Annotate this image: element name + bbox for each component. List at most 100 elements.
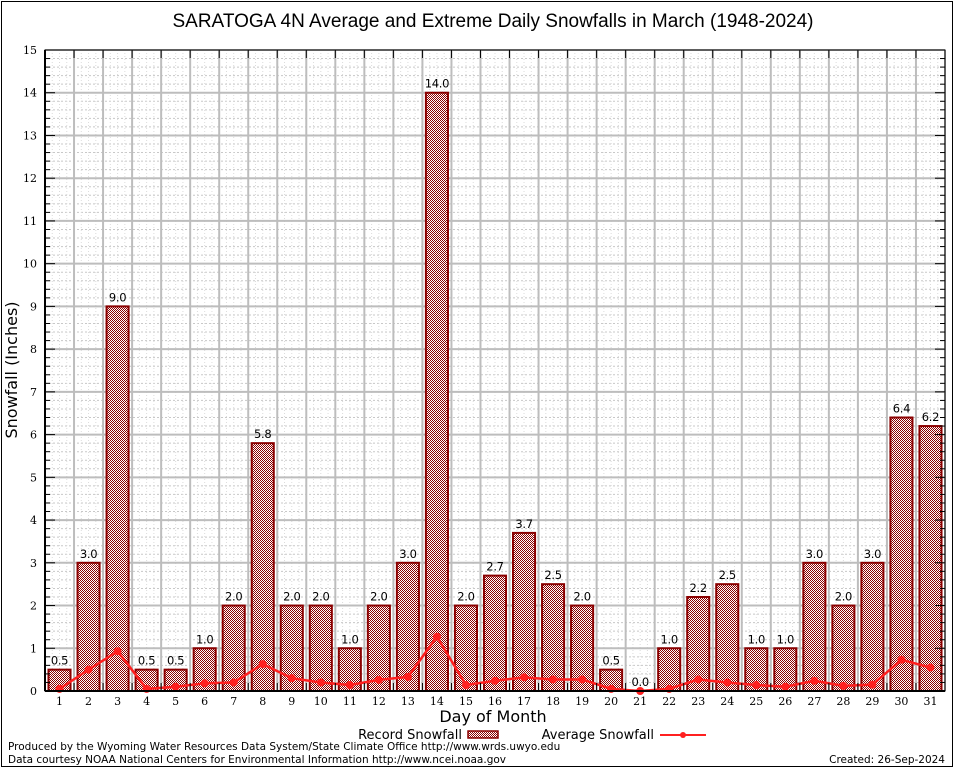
data-label-day-13: 3.0 (399, 547, 416, 561)
bar-day-14 (424, 91, 449, 692)
data-label-day-3: 9.0 (109, 290, 126, 304)
bar-day-10 (308, 604, 333, 692)
x-tick-label: 7 (230, 695, 237, 708)
data-label-day-30: 6.4 (893, 402, 910, 416)
data-label-day-15: 2.0 (457, 590, 474, 604)
average-point-day-9 (287, 674, 296, 683)
footer-created: Created: 26-Sep-2024 (829, 754, 945, 766)
x-tick-label: 2 (85, 695, 92, 708)
y-tick-label: 10 (23, 258, 37, 271)
average-point-day-12 (374, 675, 383, 684)
x-tick-label: 19 (575, 695, 589, 708)
average-point-day-7 (229, 678, 238, 687)
x-tick-label: 4 (143, 695, 150, 708)
data-label-day-12: 2.0 (370, 590, 387, 604)
y-tick-label: 13 (23, 129, 37, 142)
x-tick-label: 15 (459, 695, 473, 708)
x-tick-label: 28 (836, 695, 850, 708)
average-point-day-26 (781, 682, 790, 691)
axes (44, 49, 946, 692)
bar-day-16 (482, 574, 508, 692)
average-point-day-13 (403, 672, 412, 681)
average-point-day-17 (520, 673, 529, 682)
x-tick-label: 24 (720, 695, 734, 708)
x-tick-label: 14 (430, 695, 444, 708)
x-tick-label: 27 (807, 695, 821, 708)
grid (44, 49, 946, 692)
data-label-day-11: 1.0 (341, 632, 358, 646)
x-tick-label: 23 (691, 695, 705, 708)
bar-day-13 (395, 561, 420, 692)
x-axis-label: Day of Month (439, 707, 546, 726)
bar-day-30 (889, 416, 914, 692)
y-tick-label: 8 (30, 343, 37, 356)
x-tick-label: 10 (314, 695, 328, 708)
data-label-day-27: 3.0 (806, 547, 823, 561)
y-tick-label: 12 (23, 172, 37, 185)
y-tick-label: 9 (30, 300, 37, 313)
bar-day-29 (860, 561, 885, 692)
y-tick-label: 6 (30, 429, 37, 442)
average-point-day-14 (432, 632, 441, 641)
y-tick-label: 4 (30, 514, 37, 527)
average-point-day-6 (200, 679, 209, 688)
average-point-day-29 (868, 680, 877, 689)
data-label-day-14: 14.0 (425, 77, 449, 91)
x-tick-label: 6 (201, 695, 208, 708)
average-point-day-31 (926, 663, 935, 672)
data-label-day-20: 0.5 (602, 654, 619, 668)
bar-day-31 (918, 425, 943, 692)
x-tick-label: 11 (343, 695, 357, 708)
x-tick-label: 8 (259, 695, 266, 708)
bar-day-18 (541, 583, 566, 693)
bar-day-15 (453, 604, 479, 692)
x-tick-label: 12 (372, 695, 386, 708)
x-tick-label: 18 (546, 695, 560, 708)
average-point-day-15 (461, 681, 470, 690)
average-line (55, 632, 935, 695)
y-tick-label: 7 (30, 386, 37, 399)
average-point-day-30 (897, 655, 906, 664)
y-tick-label: 1 (30, 642, 37, 655)
x-tick-label: 1 (56, 695, 63, 708)
x-tick-label: 16 (488, 695, 502, 708)
bar-day-8 (250, 442, 275, 692)
x-tick-label: 17 (517, 695, 531, 708)
average-point-day-8 (258, 660, 267, 669)
average-point-day-19 (578, 675, 587, 684)
bars (47, 91, 943, 693)
data-label-day-16: 2.7 (486, 560, 503, 574)
x-tick-labels: 1 2 3 4 5 6 7 8 9 10 11 12 13 14 15 16 17 18 19 20 21 22 23 24 2… (56, 695, 937, 708)
y-tick-label: 3 (30, 557, 37, 570)
data-label-day-19: 2.0 (573, 590, 590, 604)
average-point-day-3 (113, 647, 122, 656)
legend-label-record: Record Snowfall (358, 728, 462, 743)
x-tick-label: 30 (894, 695, 908, 708)
average-point-day-27 (810, 676, 819, 685)
data-label-day-4: 0.5 (138, 654, 155, 668)
y-axis-label: Snowfall (Inches) (2, 301, 21, 438)
average-point-day-5 (171, 682, 180, 691)
data-label-day-25: 1.0 (748, 632, 765, 646)
data-label-day-5: 0.5 (167, 654, 184, 668)
bar-day-3 (105, 305, 130, 692)
y-tick-label: 14 (23, 87, 37, 100)
x-tick-label: 9 (288, 695, 295, 708)
average-point-day-25 (752, 681, 761, 690)
x-tick-label: 26 (778, 695, 792, 708)
x-tick-label: 29 (865, 695, 879, 708)
x-tick-label: 13 (401, 695, 415, 708)
bar-day-24 (715, 583, 740, 693)
y-tick-label: 0 (30, 685, 37, 698)
legend-label-average: Average Snowfall (542, 728, 654, 743)
data-label-day-17: 3.7 (515, 517, 532, 531)
data-label-day-26: 1.0 (777, 632, 794, 646)
legend-marker-average (680, 732, 686, 738)
y-tick-label: 2 (30, 600, 37, 613)
y-tick-label: 5 (30, 471, 37, 484)
data-label-day-2: 3.0 (80, 547, 97, 561)
y-tick-label: 11 (23, 215, 37, 228)
data-label-day-29: 3.0 (864, 547, 881, 561)
